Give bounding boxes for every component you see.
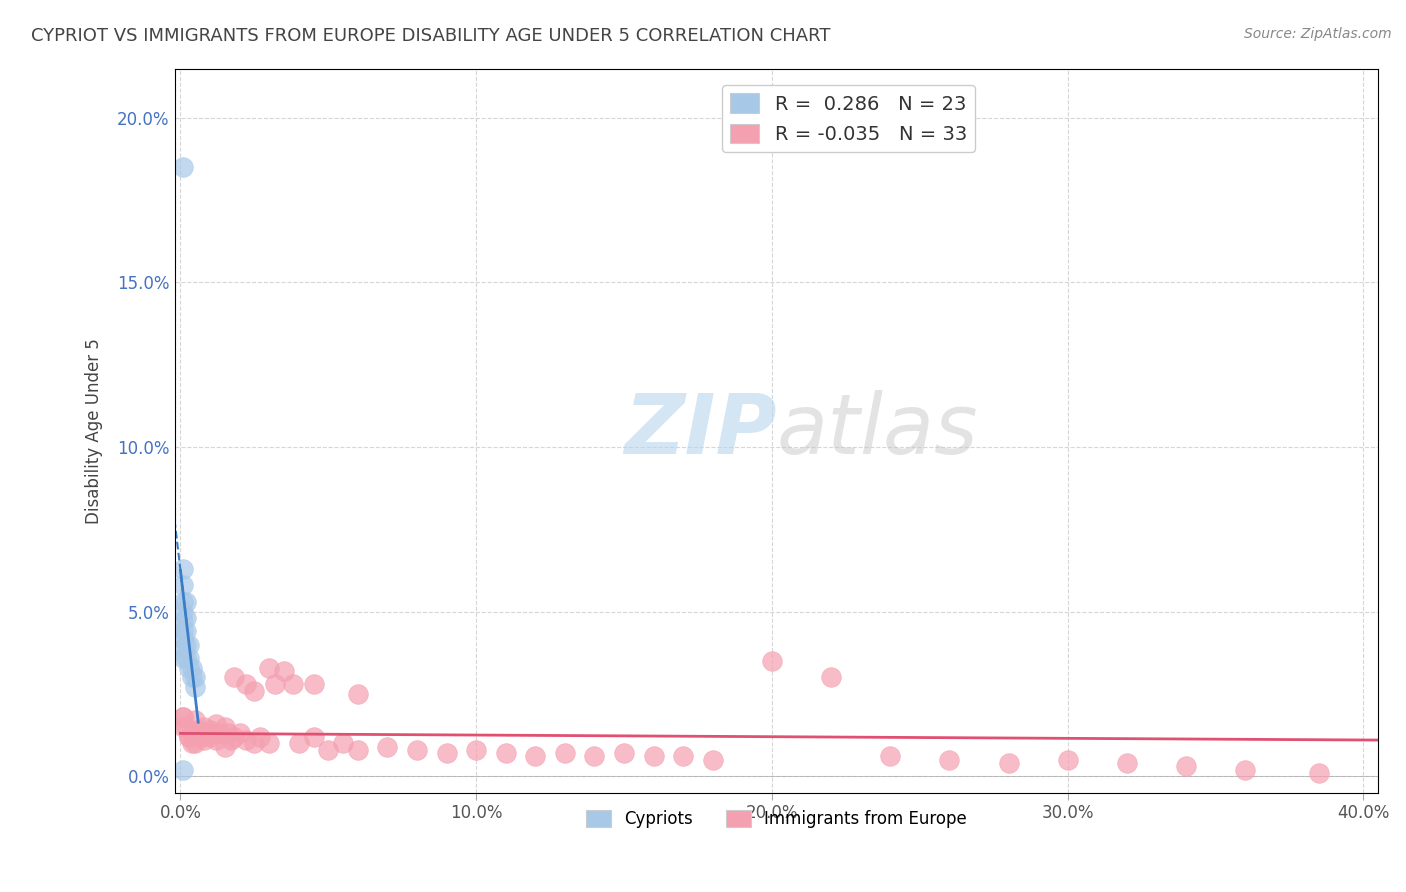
Point [172, 640, 194, 655]
Point [195, 726, 218, 740]
Point [1115, 756, 1137, 770]
Text: Source: ZipAtlas.com: Source: ZipAtlas.com [1244, 27, 1392, 41]
Point [264, 677, 287, 691]
Point [184, 670, 207, 684]
Point [217, 726, 239, 740]
Point [198, 726, 221, 740]
Point [198, 723, 221, 738]
Point [332, 736, 354, 750]
Point [702, 753, 724, 767]
Point [172, 710, 194, 724]
Point [235, 733, 257, 747]
Point [761, 654, 783, 668]
Point [347, 743, 370, 757]
Point [257, 736, 280, 750]
Point [172, 631, 194, 645]
Point [495, 746, 517, 760]
Point [281, 677, 304, 691]
Point [436, 746, 458, 760]
Point [172, 578, 194, 592]
Point [184, 736, 207, 750]
Point [1175, 759, 1198, 773]
Point [176, 595, 198, 609]
Point [273, 664, 295, 678]
Point [172, 650, 194, 665]
Point [172, 763, 194, 777]
Point [184, 681, 207, 695]
Point [249, 730, 271, 744]
Text: ZIP: ZIP [624, 390, 776, 471]
Point [219, 733, 242, 747]
Point [172, 624, 194, 639]
Point [235, 677, 257, 691]
Point [193, 720, 215, 734]
Point [190, 730, 212, 744]
Point [377, 739, 399, 754]
Point [820, 670, 842, 684]
Point [193, 733, 215, 747]
Point [465, 743, 488, 757]
Point [347, 687, 370, 701]
Point [583, 749, 606, 764]
Point [184, 713, 207, 727]
Point [524, 749, 547, 764]
Point [1308, 765, 1330, 780]
Point [554, 746, 576, 760]
Point [318, 743, 340, 757]
Point [176, 650, 198, 665]
Point [879, 749, 901, 764]
Point [172, 710, 194, 724]
Point [257, 660, 280, 674]
Point [1056, 753, 1078, 767]
Point [997, 756, 1019, 770]
Y-axis label: Disability Age Under 5: Disability Age Under 5 [86, 338, 103, 524]
Point [406, 743, 429, 757]
Point [208, 726, 231, 740]
Point [205, 733, 228, 747]
Point [179, 638, 201, 652]
Point [179, 660, 201, 674]
Point [181, 736, 204, 750]
Point [172, 595, 194, 609]
Point [179, 730, 201, 744]
Point [302, 677, 325, 691]
Point [179, 650, 201, 665]
Legend: Cypriots, Immigrants from Europe: Cypriots, Immigrants from Europe [579, 804, 974, 835]
Point [172, 161, 194, 175]
Point [228, 726, 250, 740]
Point [302, 730, 325, 744]
Point [613, 746, 636, 760]
Point [214, 720, 236, 734]
Point [205, 716, 228, 731]
Point [243, 683, 266, 698]
Point [214, 739, 236, 754]
Point [172, 720, 194, 734]
Point [222, 730, 245, 744]
Point [243, 736, 266, 750]
Point [181, 670, 204, 684]
Point [187, 723, 209, 738]
Point [179, 730, 201, 744]
Point [176, 638, 198, 652]
Point [1234, 763, 1257, 777]
Point [198, 730, 221, 744]
Text: atlas: atlas [776, 390, 979, 471]
Point [172, 605, 194, 619]
Point [938, 753, 960, 767]
Text: CYPRIOT VS IMMIGRANTS FROM EUROPE DISABILITY AGE UNDER 5 CORRELATION CHART: CYPRIOT VS IMMIGRANTS FROM EUROPE DISABI… [31, 27, 831, 45]
Point [176, 624, 198, 639]
Point [176, 720, 198, 734]
Point [222, 670, 245, 684]
Point [672, 749, 695, 764]
Point [181, 660, 204, 674]
Point [172, 615, 194, 629]
Point [176, 611, 198, 625]
Point [287, 736, 309, 750]
Point [172, 562, 194, 576]
Point [643, 749, 665, 764]
